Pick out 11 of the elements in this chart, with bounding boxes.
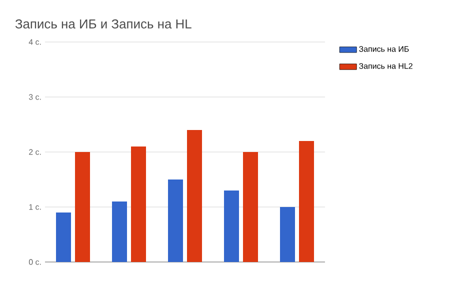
bar <box>224 190 240 262</box>
bar <box>187 130 202 262</box>
chart-title: Запись на ИБ и Запись на HL <box>15 19 192 29</box>
bar <box>112 202 128 262</box>
bar <box>75 152 90 262</box>
bar <box>299 141 314 262</box>
bar <box>280 207 295 262</box>
bar <box>243 152 258 262</box>
bar <box>131 146 146 262</box>
bar <box>56 212 72 262</box>
bar <box>168 180 184 262</box>
